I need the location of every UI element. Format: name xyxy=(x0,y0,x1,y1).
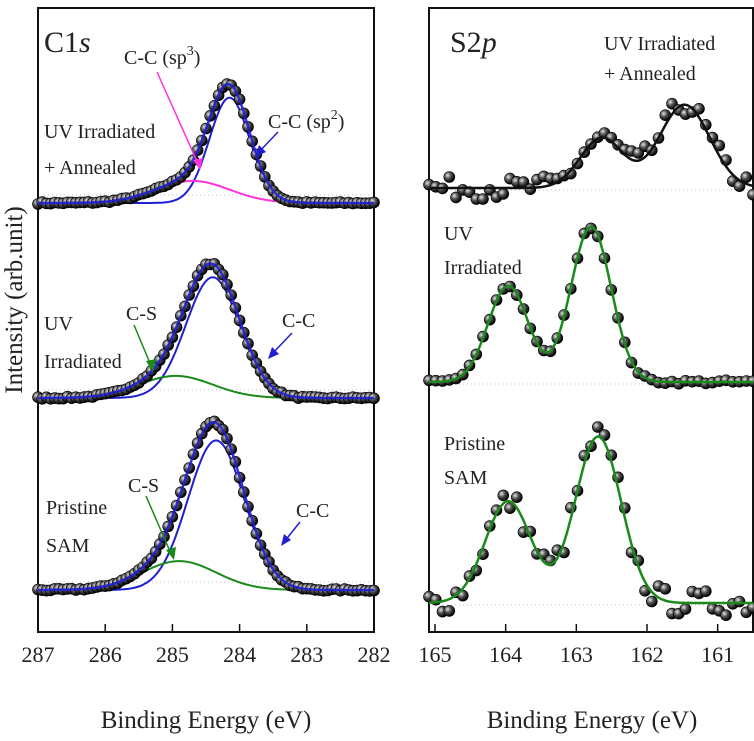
component-curve xyxy=(38,276,374,399)
cc-label-pristine: C-C xyxy=(296,500,329,522)
data-point xyxy=(733,595,746,608)
fit-curve xyxy=(428,435,753,605)
cc-arrowhead-pristine xyxy=(281,534,291,546)
s2p-panel-title: S2p xyxy=(450,26,497,59)
cs-label-pristine: C-S xyxy=(128,475,159,497)
data-point xyxy=(699,585,712,598)
data-point xyxy=(443,605,456,617)
sp3-arrow xyxy=(156,71,201,169)
x-tick-label: 284 xyxy=(223,642,256,667)
c1s-annotations: UV Irradiated + Annealed UV Irradiated P… xyxy=(44,44,344,560)
data-point xyxy=(659,582,672,595)
envelope-curve xyxy=(38,421,374,592)
sp2-arrowhead xyxy=(255,145,266,157)
c1s-series-label-uv-line1: UV xyxy=(44,313,73,335)
c1s-series-label-pristine-line2: SAM xyxy=(46,535,90,557)
y-axis-label: Intensity (arb.unit) xyxy=(1,206,28,393)
data-point xyxy=(510,491,523,504)
data-point xyxy=(679,603,692,615)
c1s-series-label-pristine-line1: Pristine xyxy=(46,497,107,519)
cs-arrowhead-pristine xyxy=(166,547,176,560)
data-point xyxy=(747,188,754,201)
s2p-x-axis-label: Binding Energy (eV) xyxy=(487,707,698,734)
c1s-panel-title: C1s xyxy=(44,26,91,59)
data-point xyxy=(645,595,658,608)
x-tick-label: 165 xyxy=(419,642,452,667)
s2p-series-label-uv-line1: UV xyxy=(444,223,473,245)
x-tick-label: 161 xyxy=(701,642,734,667)
envelope-curve xyxy=(38,82,374,205)
envelope-curve xyxy=(38,262,374,400)
data-point xyxy=(524,183,537,195)
cs-arrowhead-uv xyxy=(146,359,156,372)
data-point xyxy=(443,171,456,183)
s2p-series-label-pristine-line1: Pristine xyxy=(444,433,505,455)
c1s-panel: C1s 287 286 285 284 283 282 Binding Energy (e… xyxy=(22,7,391,734)
data-point xyxy=(477,193,489,205)
s2p-panel: S2p 165 164 163 162 161 Binding Energy (eV) xyxy=(419,7,754,734)
cc-arrowhead-uv xyxy=(268,347,279,359)
s2p-series-label-annealed-line2: + Annealed xyxy=(604,63,696,85)
cc-sp2-label: C-C (sp2) xyxy=(268,108,344,133)
s2p-plot-frame xyxy=(428,7,754,633)
data-point xyxy=(591,421,604,433)
data-point xyxy=(585,222,597,235)
cs-label-uv: C-S xyxy=(126,303,157,325)
c1s-series-label-annealed-line1: UV Irradiated xyxy=(44,121,155,143)
s2p-annotations: UV Irradiated + Annealed UV Irradiated P… xyxy=(444,33,715,489)
c1s-series-label-uv-line2: Irradiated xyxy=(44,351,122,373)
data-point xyxy=(720,609,732,622)
x-tick-label: 283 xyxy=(290,642,323,667)
x-tick-label: 162 xyxy=(631,642,664,667)
c1s-plot-frame xyxy=(37,7,375,633)
fit-curve xyxy=(428,225,753,384)
s2p-series-label-pristine-line2: SAM xyxy=(444,467,488,489)
cs-arrow-pristine xyxy=(145,495,173,557)
data-point xyxy=(450,191,462,204)
x-tick-label: 164 xyxy=(489,642,522,667)
c1s-x-axis-label: Binding Energy (eV) xyxy=(101,707,312,734)
data-point xyxy=(497,188,510,200)
x-tick-label: 286 xyxy=(89,642,122,667)
sp3-arrowhead xyxy=(193,158,203,170)
s2p-series-label-annealed-line1: UV Irradiated xyxy=(604,33,715,55)
x-tick-label: 282 xyxy=(358,642,391,667)
s2p-series-label-uv-line2: Irradiated xyxy=(444,257,522,279)
x-tick-label: 287 xyxy=(22,642,55,667)
x-tick-label: 285 xyxy=(156,642,189,667)
x-tick-label: 163 xyxy=(560,642,593,667)
data-point xyxy=(497,489,510,502)
data-point xyxy=(564,167,577,180)
c1s-series-label-annealed-line2: + Annealed xyxy=(44,157,136,179)
cc-label-uv: C-C xyxy=(282,310,315,332)
fit-curve xyxy=(429,103,754,190)
cc-sp3-label: C-C (sp3) xyxy=(124,44,200,69)
